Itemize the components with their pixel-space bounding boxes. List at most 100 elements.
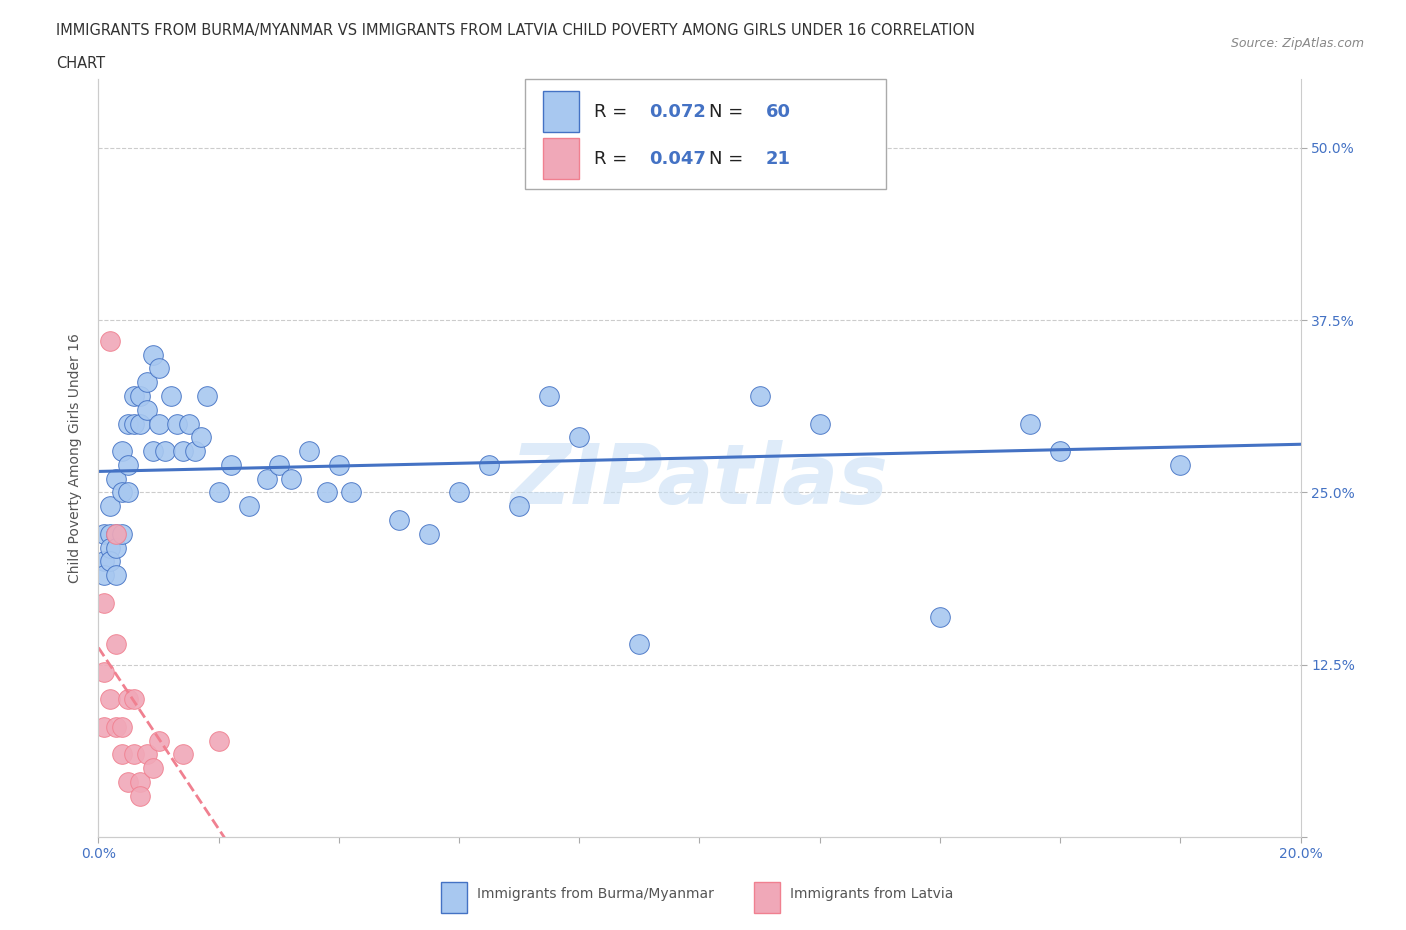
- Point: [135, 375, 157, 390]
- Point: [447, 485, 470, 500]
- Point: [208, 485, 231, 500]
- Text: 21: 21: [766, 150, 790, 167]
- Point: [111, 485, 134, 500]
- Point: [298, 444, 321, 458]
- FancyBboxPatch shape: [441, 883, 467, 913]
- Point: [190, 430, 212, 445]
- Point: [238, 498, 260, 513]
- Text: N =: N =: [709, 150, 749, 167]
- Point: [100, 498, 122, 513]
- Point: [568, 430, 591, 445]
- Point: [105, 567, 128, 582]
- Point: [1049, 444, 1071, 458]
- Point: [105, 526, 128, 541]
- Point: [148, 733, 170, 748]
- Point: [105, 719, 128, 734]
- Point: [148, 416, 170, 431]
- Text: R =: R =: [593, 102, 633, 121]
- Point: [628, 637, 651, 652]
- Point: [93, 664, 115, 679]
- Text: ZIPatlas: ZIPatlas: [510, 440, 889, 521]
- Point: [93, 554, 115, 569]
- Point: [256, 472, 278, 486]
- Point: [105, 526, 128, 541]
- Text: 0.047: 0.047: [650, 150, 706, 167]
- Point: [93, 719, 115, 734]
- Point: [105, 637, 128, 652]
- Point: [129, 775, 152, 790]
- Point: [100, 554, 122, 569]
- Point: [183, 444, 205, 458]
- Point: [129, 789, 152, 804]
- Point: [105, 540, 128, 555]
- Text: Immigrants from Burma/Myanmar: Immigrants from Burma/Myanmar: [477, 887, 714, 901]
- Point: [280, 472, 302, 486]
- Point: [105, 472, 128, 486]
- Point: [100, 540, 122, 555]
- Point: [111, 444, 134, 458]
- Point: [208, 733, 231, 748]
- Point: [689, 168, 711, 183]
- Point: [153, 444, 176, 458]
- Point: [93, 595, 115, 610]
- Point: [538, 389, 561, 404]
- Point: [267, 458, 290, 472]
- Point: [124, 747, 146, 762]
- Point: [111, 719, 134, 734]
- FancyBboxPatch shape: [543, 91, 579, 132]
- Point: [129, 389, 152, 404]
- Point: [141, 347, 163, 362]
- Text: 0.072: 0.072: [650, 102, 706, 121]
- FancyBboxPatch shape: [543, 138, 579, 179]
- Point: [340, 485, 363, 500]
- Point: [159, 389, 181, 404]
- Text: IMMIGRANTS FROM BURMA/MYANMAR VS IMMIGRANTS FROM LATVIA CHILD POVERTY AMONG GIRL: IMMIGRANTS FROM BURMA/MYANMAR VS IMMIGRA…: [56, 23, 976, 38]
- FancyBboxPatch shape: [526, 79, 886, 189]
- Point: [117, 775, 139, 790]
- Point: [148, 361, 170, 376]
- Point: [172, 444, 194, 458]
- Text: Immigrants from Latvia: Immigrants from Latvia: [790, 887, 953, 901]
- Point: [315, 485, 337, 500]
- Point: [117, 458, 139, 472]
- Point: [100, 334, 122, 349]
- Point: [748, 389, 770, 404]
- Point: [141, 761, 163, 776]
- Point: [124, 692, 146, 707]
- Point: [124, 389, 146, 404]
- Point: [93, 526, 115, 541]
- Point: [508, 498, 530, 513]
- Point: [219, 458, 242, 472]
- Point: [1019, 416, 1042, 431]
- Point: [328, 458, 350, 472]
- Point: [111, 747, 134, 762]
- Point: [129, 416, 152, 431]
- FancyBboxPatch shape: [754, 883, 780, 913]
- Point: [478, 458, 501, 472]
- Point: [808, 416, 831, 431]
- Point: [117, 485, 139, 500]
- Point: [929, 609, 952, 624]
- Text: N =: N =: [709, 102, 749, 121]
- Point: [93, 567, 115, 582]
- Text: R =: R =: [593, 150, 633, 167]
- Point: [124, 416, 146, 431]
- Point: [111, 526, 134, 541]
- Text: Source: ZipAtlas.com: Source: ZipAtlas.com: [1230, 37, 1364, 50]
- Point: [177, 416, 200, 431]
- Point: [135, 747, 157, 762]
- Point: [141, 444, 163, 458]
- Point: [117, 416, 139, 431]
- Point: [100, 526, 122, 541]
- Point: [172, 747, 194, 762]
- Point: [166, 416, 188, 431]
- Point: [135, 403, 157, 418]
- Text: CHART: CHART: [56, 56, 105, 71]
- Point: [388, 512, 411, 527]
- Y-axis label: Child Poverty Among Girls Under 16: Child Poverty Among Girls Under 16: [69, 333, 83, 583]
- Text: 60: 60: [766, 102, 790, 121]
- Point: [117, 692, 139, 707]
- Point: [195, 389, 218, 404]
- Point: [418, 526, 440, 541]
- Point: [100, 692, 122, 707]
